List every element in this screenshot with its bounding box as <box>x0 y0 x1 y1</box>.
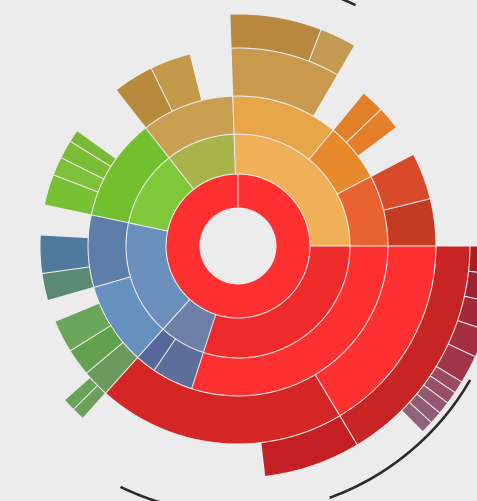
sunburst-segment-28[interactable] <box>136 328 177 372</box>
sunburst-segment-34[interactable] <box>69 129 117 168</box>
sunburst-outer-tick-3 <box>329 379 472 500</box>
sunburst-segment-43[interactable] <box>308 28 356 76</box>
sunburst-segment-20[interactable] <box>63 376 99 411</box>
sunburst-segment-49[interactable] <box>383 198 437 247</box>
sunburst-segment-38[interactable] <box>150 53 203 112</box>
sunburst-center-hole <box>201 209 275 283</box>
sunburst-outer-tick-0 <box>340 0 357 7</box>
sunburst-segment-22[interactable] <box>54 302 112 352</box>
sunburst-segment-46[interactable] <box>345 108 398 157</box>
sunburst-segment-25[interactable] <box>39 234 91 275</box>
sunburst-segment-13[interactable] <box>400 401 433 433</box>
sunburst-segment-23[interactable] <box>87 214 131 288</box>
sunburst-segment-15[interactable] <box>260 415 358 478</box>
sunburst-segment-4[interactable] <box>468 245 477 275</box>
sunburst-outer-tick-4 <box>119 485 161 501</box>
